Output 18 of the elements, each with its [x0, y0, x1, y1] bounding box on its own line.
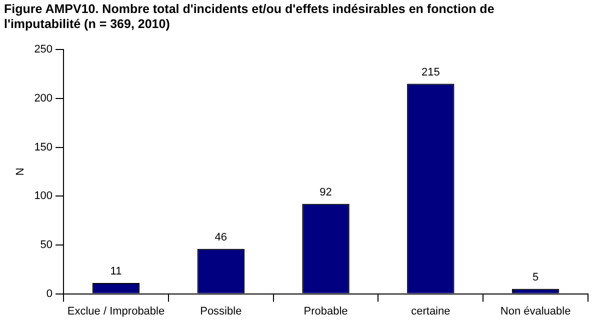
x-tick-label: Exclue / Improbable — [67, 305, 165, 318]
data-label: 5 — [532, 271, 539, 284]
y-tick-label: 150 — [34, 141, 53, 154]
x-tick-label: Probable — [304, 305, 348, 318]
y-tick-label: 200 — [34, 92, 53, 104]
data-label: 46 — [214, 231, 228, 244]
y-tick-label: 50 — [40, 238, 53, 251]
data-label: 215 — [421, 66, 440, 78]
data-label: 92 — [320, 186, 332, 198]
data-label: 11 — [110, 266, 122, 278]
y-tick-label: 100 — [34, 190, 53, 202]
x-tick-label: certaine — [411, 305, 450, 318]
y-tick-label: 0 — [46, 288, 53, 300]
y-tick-label: 250 — [34, 44, 53, 56]
x-tick-label: Possible — [200, 305, 242, 318]
y-axis-title: N — [14, 168, 27, 176]
x-tick-label: Non évaluable — [500, 305, 571, 318]
chart-title: Figure AMPV10. Nombre total d'incidents et/ou d'effets indésirables en fonction de l'imputabilité (n = 369, 2010) — [4, 2, 496, 32]
